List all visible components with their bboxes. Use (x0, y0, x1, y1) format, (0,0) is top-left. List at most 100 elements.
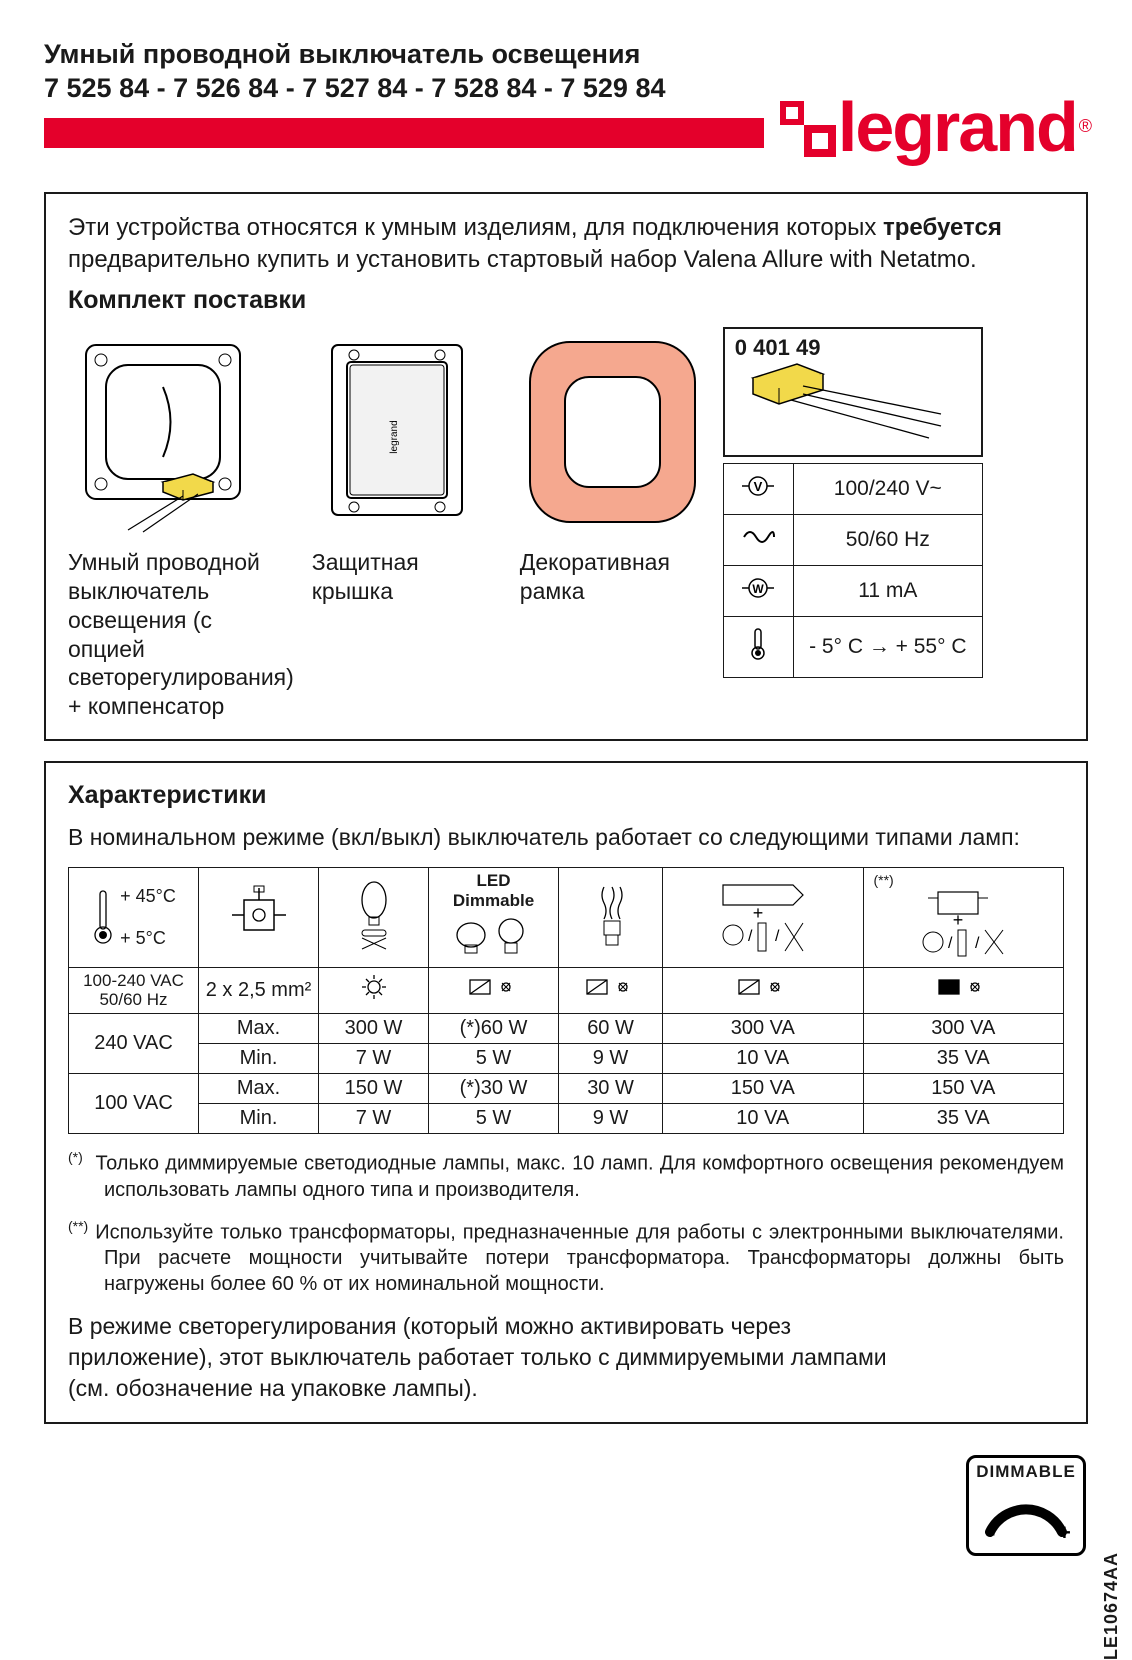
pack-frame: Декоративная рамка (520, 327, 705, 606)
voltage-icon: V (740, 474, 776, 498)
r0c4: 300 VA (663, 1013, 863, 1043)
thermometer-icon (748, 627, 768, 661)
dimmable-label: DIMMABLE (973, 1462, 1079, 1482)
r3mm: Min. (199, 1103, 319, 1133)
sym-dim4 (863, 967, 1064, 1013)
brand-logo: legrand® (764, 92, 1092, 162)
char-heading: Характеристики (68, 781, 1064, 810)
sym-dim1 (429, 967, 559, 1013)
pack-switch: Умный проводной выключатель освещения (с… (68, 327, 294, 721)
r1c5: 35 VA (863, 1043, 1064, 1073)
intro-tail: предварительно купить и установить старт… (68, 246, 977, 273)
intro-plain: Эти устройства относятся к умным изделия… (68, 214, 883, 241)
title-line-1: Умный проводной выключатель освещения (44, 38, 1088, 72)
spec-box: 0 401 49 V 100/240 V~ 50/60 Hz W 11 mA (723, 327, 983, 678)
package-row: Умный проводной выключатель освещения (с… (68, 327, 1064, 721)
hdr-vac: 100-240 VAC 50/60 Hz (69, 967, 199, 1013)
svg-text:/: / (775, 928, 780, 945)
hdr-wire (199, 867, 319, 967)
r3c3: 9 W (559, 1103, 663, 1133)
svg-text:/: / (748, 928, 753, 945)
svg-text:-: - (988, 1520, 995, 1545)
intro-bold: требуется (883, 214, 1002, 241)
wattage-icon: W (740, 576, 776, 600)
svg-text:+: + (1058, 1520, 1071, 1545)
svg-text:W: W (753, 582, 765, 596)
r2c5: 150 VA (863, 1073, 1064, 1103)
registered-mark: ® (1079, 116, 1092, 137)
r3c5: 35 VA (863, 1103, 1064, 1133)
r3c4: 10 VA (663, 1103, 863, 1133)
compensator-code: 0 401 49 (735, 335, 821, 361)
sym-sun (319, 967, 429, 1013)
frequency-icon (740, 525, 776, 549)
hdr-halogen: +// (663, 867, 863, 967)
dimmable-arc-icon: - + (976, 1482, 1076, 1542)
r1c4: 10 VA (663, 1043, 863, 1073)
r0mm: Max. (199, 1013, 319, 1043)
r1c2: 5 W (429, 1043, 559, 1073)
dimmable-text: В режиме светорегулирования (который мож… (68, 1311, 1064, 1404)
switch-label: Умный проводной выключатель освещения (с… (68, 548, 294, 721)
hdr-led: LED Dimmable (429, 867, 559, 967)
cover-label: Защитная крышка (312, 548, 502, 606)
spec-freq: 50/60 Hz (793, 515, 982, 566)
r2mm: Max. (199, 1073, 319, 1103)
r3c1: 7 W (319, 1103, 429, 1133)
hdr-transformer: (**) +// (863, 867, 1064, 967)
footnote-1-text: Только диммируемые светодиодные лампы, м… (95, 1153, 1064, 1201)
footnote-1: (*) Только диммируемые светодиодные ламп… (68, 1148, 1064, 1203)
svg-text:/: / (948, 935, 953, 952)
char-table: + 45°C+ 5°C LED Dimmable +// (**) +// (68, 867, 1064, 1134)
cover-illustration-icon: legrand (312, 327, 482, 537)
dimmable-badge: DIMMABLE - + (966, 1455, 1086, 1556)
r3c2: 5 W (429, 1103, 559, 1133)
header-block: Умный проводной выключатель освещения 7 … (44, 38, 1088, 148)
r-240: 240 VAC (69, 1013, 199, 1073)
hdr-cfl (559, 867, 663, 967)
spec-temp: - 5° C → + 55° C (793, 617, 982, 678)
char-intro: В номинальном режиме (вкл/выкл) выключат… (68, 822, 1064, 853)
intro-text: Эти устройства относятся к умным изделия… (68, 212, 1064, 277)
spec-current: 11 mA (793, 566, 982, 617)
r2c1: 150 W (319, 1073, 429, 1103)
section-characteristics: Характеристики В номинальном режиме (вкл… (44, 761, 1088, 1425)
r2c2: (*)30 W (429, 1073, 559, 1103)
compensator-box: 0 401 49 (723, 327, 983, 457)
hdr-wire-val: 2 x 2,5 mm² (199, 967, 319, 1013)
hdr-temp: + 45°C+ 5°C (69, 867, 199, 967)
brand-bar: legrand® (44, 118, 1088, 148)
svg-text:legrand: legrand (389, 421, 400, 454)
r2c3: 30 W (559, 1073, 663, 1103)
compensator-icon (735, 356, 955, 446)
r-100: 100 VAC (69, 1073, 199, 1133)
r2c4: 150 VA (663, 1073, 863, 1103)
svg-text:/: / (975, 935, 980, 952)
sym-dim3 (663, 967, 863, 1013)
document-code: LE10674AA (1101, 1552, 1122, 1660)
svg-text:V: V (754, 479, 763, 494)
frame-label: Декоративная рамка (520, 548, 705, 606)
switch-illustration-icon (68, 327, 258, 537)
r0c1: 300 W (319, 1013, 429, 1043)
section-package: Эти устройства относятся к умным изделия… (44, 192, 1088, 741)
footnote-1-mark: (*) (68, 1149, 83, 1165)
footnote-2-text: Используйте только трансформаторы, предн… (95, 1221, 1064, 1295)
pack-cover: legrand Защитная крышка (312, 327, 502, 606)
hdr-incand (319, 867, 429, 967)
spec-table: V 100/240 V~ 50/60 Hz W 11 mA - 5° C → + 5… (723, 463, 983, 678)
r0c3: 60 W (559, 1013, 663, 1043)
r1c1: 7 W (319, 1043, 429, 1073)
frame-illustration-icon (520, 327, 705, 537)
r1c3: 9 W (559, 1043, 663, 1073)
spec-voltage: 100/240 V~ (793, 464, 982, 515)
r0c2: (*)60 W (429, 1013, 559, 1043)
svg-text:+: + (753, 903, 764, 923)
footnote-2: (**) Используйте только трансформаторы, … (68, 1217, 1064, 1298)
r0c5: 300 VA (863, 1013, 1064, 1043)
r1mm: Min. (199, 1043, 319, 1073)
sym-dim2 (559, 967, 663, 1013)
package-heading: Комплект поставки (68, 286, 1064, 315)
svg-text:+: + (953, 910, 964, 930)
footnote-2-mark: (**) (68, 1218, 88, 1234)
